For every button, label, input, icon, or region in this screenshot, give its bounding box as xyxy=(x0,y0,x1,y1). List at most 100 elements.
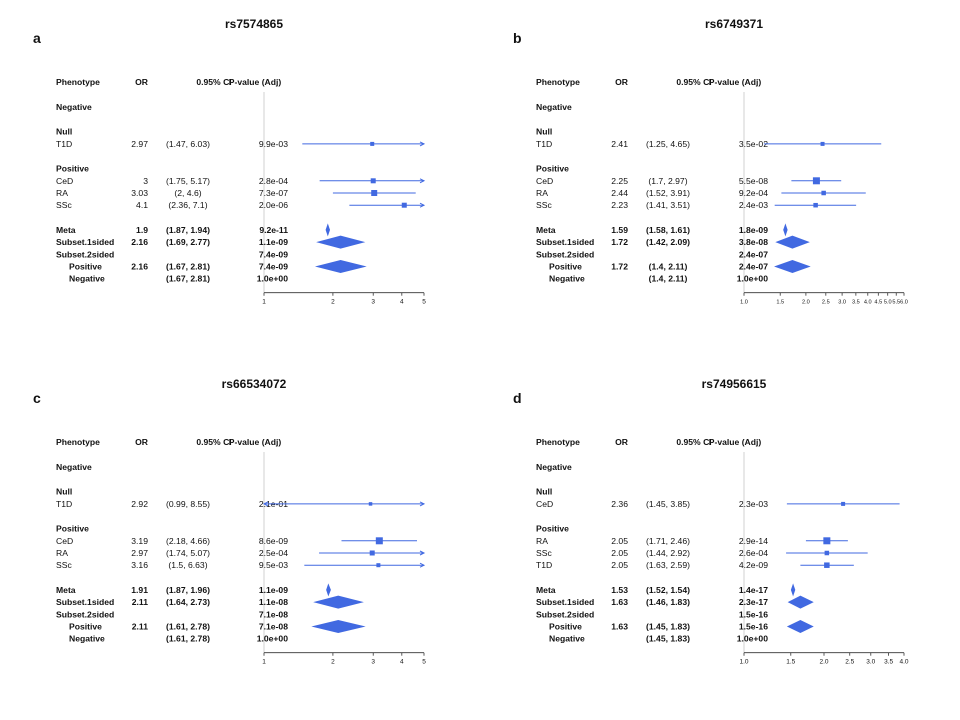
row-label: Negative xyxy=(56,102,92,112)
ci-value: (1.7, 2.97) xyxy=(648,176,687,186)
point-estimate xyxy=(376,563,381,568)
row-label: Meta xyxy=(56,585,76,595)
x-tick-label: 3.5 xyxy=(852,300,860,306)
or-value: 4.1 xyxy=(136,200,148,210)
x-tick-label: 3.5 xyxy=(884,659,893,666)
ci-value: (1.47, 6.03) xyxy=(166,139,210,149)
row-label: Meta xyxy=(536,585,556,595)
p-value: 2.3e-03 xyxy=(739,499,768,509)
p-value: 2.4e-07 xyxy=(739,262,768,272)
ci-value: (1.67, 2.81) xyxy=(166,274,210,284)
row-label: Negative xyxy=(69,634,105,644)
row-label: SSc xyxy=(56,560,72,570)
or-value: 2.11 xyxy=(132,622,148,632)
ci-value: (1.63, 2.59) xyxy=(646,560,690,570)
p-value: 1.0e+00 xyxy=(737,274,769,284)
or-value: 3 xyxy=(143,176,148,186)
p-value: 9.2e-11 xyxy=(259,225,288,235)
point-estimate xyxy=(369,550,375,556)
x-tick-label: 1 xyxy=(262,659,266,666)
ci-value: (1.41, 3.51) xyxy=(646,200,690,210)
ci-arrow xyxy=(262,501,269,507)
x-tick-label: 1 xyxy=(262,299,266,306)
x-tick-label: 1.0 xyxy=(739,659,748,666)
forest-panel-d: rs74956615 d Phenotype OR 0.95% CI P-value (A… xyxy=(480,360,960,720)
x-tick-label: 4 xyxy=(400,299,404,306)
row-label: Null xyxy=(536,487,552,497)
row-label: T1D xyxy=(536,560,552,570)
or-value: 1.9 xyxy=(136,225,148,235)
row-label: Subset.2sided xyxy=(536,609,594,619)
row-label: CeD xyxy=(56,536,73,546)
forest-plot-d: rs74956615 d Phenotype OR 0.95% CIP-value (A… xyxy=(513,377,909,666)
point-estimate xyxy=(370,141,375,146)
ci-value: (1.44, 2.92) xyxy=(646,548,690,558)
x-tick-label: 4.5 xyxy=(874,300,882,306)
ci-value: (1.45, 3.85) xyxy=(646,499,690,509)
p-value: 1.4e-17 xyxy=(739,585,768,595)
ci-value: (2.36, 7.1) xyxy=(168,200,207,210)
or-value: 2.11 xyxy=(132,597,148,607)
summary-diamond xyxy=(325,223,331,237)
ci-value: (1.58, 1.61) xyxy=(646,225,690,235)
ci-value: (1.4, 2.11) xyxy=(649,262,688,272)
summary-diamond xyxy=(787,595,814,609)
ci-value: (1.87, 1.94) xyxy=(166,225,210,235)
row-label: Negative xyxy=(549,634,585,644)
chart-title: rs7574865 xyxy=(225,17,283,31)
row-label: Null xyxy=(536,127,552,137)
row-label: Positive xyxy=(56,524,89,534)
forest-panel-c: rs66534072 c Phenotype OR 0.95% CI P-value (A… xyxy=(0,360,480,720)
p-value: 2.4e-03 xyxy=(739,200,768,210)
p-value: 9.2e-04 xyxy=(739,188,768,198)
x-tick-label: 4 xyxy=(400,659,404,666)
row-label: Subset.2sided xyxy=(536,249,594,259)
row-label: T1D xyxy=(56,499,72,509)
p-value: 7.1e-08 xyxy=(259,609,288,619)
header-ci: 0.95% CI xyxy=(196,77,231,87)
panel-letter: b xyxy=(513,30,522,46)
point-estimate xyxy=(841,501,846,506)
x-tick-label: 1.5 xyxy=(786,659,795,666)
p-value: 1.1e-09 xyxy=(259,585,288,595)
forest-plot-b: rs6749371 b Phenotype OR 0.95% CIP-value (Ad… xyxy=(513,17,908,306)
header-phenotype: Phenotype xyxy=(56,437,100,447)
or-value: 1.63 xyxy=(611,622,628,632)
p-value: 1.1e-09 xyxy=(259,237,288,247)
or-value: 1.91 xyxy=(131,585,148,595)
ci-value: (1.25, 4.65) xyxy=(646,139,690,149)
ci-value: (1.45, 1.83) xyxy=(646,634,690,644)
summary-diamond xyxy=(775,235,810,249)
row-label: RA xyxy=(56,188,68,198)
x-tick-label: 5 xyxy=(422,659,426,666)
or-value: 2.92 xyxy=(131,499,148,509)
x-tick-label: 4.0 xyxy=(864,300,872,306)
ci-value: (1.42, 2.09) xyxy=(646,237,690,247)
row-label: Positive xyxy=(536,524,569,534)
or-value: 3.19 xyxy=(131,536,148,546)
ci-arrow xyxy=(419,178,426,184)
p-value: 7.4e-09 xyxy=(259,249,288,259)
row-label: Subset.1sided xyxy=(536,597,594,607)
x-tick-label: 2 xyxy=(331,299,335,306)
p-value: 1.0e+00 xyxy=(257,634,289,644)
chart-title: rs74956615 xyxy=(702,377,767,391)
ci-arrow xyxy=(419,202,426,208)
x-tick-label: 2 xyxy=(331,659,335,666)
or-value: 1.53 xyxy=(611,585,628,595)
ci-value: (1.75, 5.17) xyxy=(166,176,210,186)
ci-value: (1.46, 1.83) xyxy=(646,597,690,607)
header-p: P-value (Adj) xyxy=(709,437,762,447)
point-estimate xyxy=(375,537,383,545)
chart-title: rs66534072 xyxy=(222,377,287,391)
summary-diamond xyxy=(790,583,796,597)
row-label: SSc xyxy=(536,548,552,558)
or-value: 3.03 xyxy=(131,188,148,198)
row-label: T1D xyxy=(56,139,72,149)
row-label: RA xyxy=(536,188,548,198)
p-value: 2.6e-04 xyxy=(739,548,768,558)
row-label: CeD xyxy=(536,499,553,509)
ci-value: (1.67, 2.81) xyxy=(166,262,210,272)
ci-value: (1.52, 1.54) xyxy=(646,585,690,595)
summary-diamond xyxy=(786,620,814,633)
